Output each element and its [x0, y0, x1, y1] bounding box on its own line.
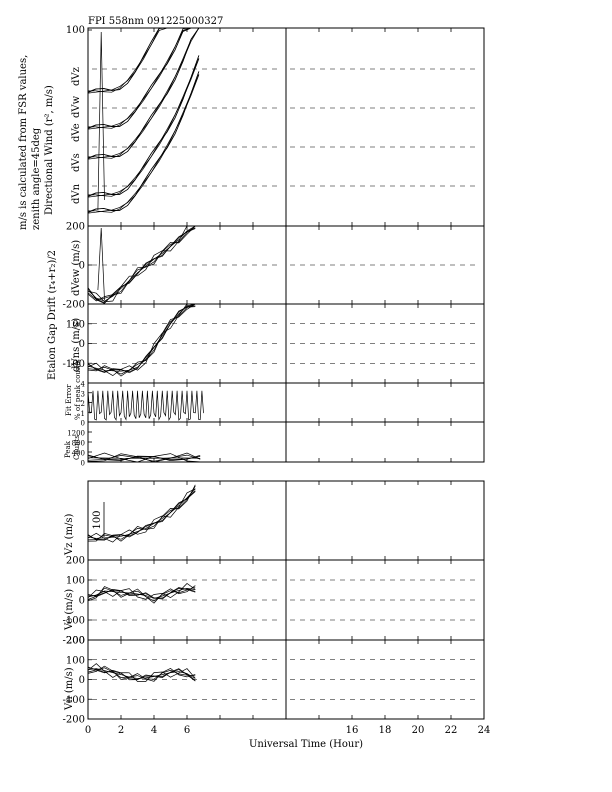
- peak-ylabel: Peak: [64, 440, 72, 458]
- xtick-label-0: 0: [85, 725, 91, 736]
- ytick-label-ve-0: 200: [66, 556, 85, 567]
- figure-title: FPI 558nm 091225000327: [88, 16, 223, 27]
- trace-directional-4-2: [87, 74, 200, 214]
- xtick-label-11: 22: [445, 725, 458, 736]
- trace-vew-4: [87, 225, 196, 302]
- xtick-label-8: 16: [346, 725, 359, 736]
- xtick-label-1: 2: [118, 725, 124, 736]
- xtick-label-12: 24: [478, 725, 491, 736]
- reference-dashes: [92, 68, 480, 700]
- ytick-label-fit-3: 1: [81, 410, 85, 418]
- vz-scale-label: 100: [92, 510, 103, 529]
- trace-directional-3-3: [87, 55, 200, 197]
- ve-ylabel: Ve (m/s): [64, 589, 75, 631]
- dvs-label: dVs: [71, 153, 82, 172]
- ytick-label-vn-3: -100: [63, 695, 85, 706]
- trace-vns-3: [87, 303, 196, 377]
- trace-vn-5: [87, 667, 196, 681]
- trace-ve-5: [87, 588, 196, 599]
- trace-directional-3-1: [88, 58, 200, 197]
- fit-ylabel: Fit Error: [65, 384, 73, 416]
- dvw-label: dVw: [71, 95, 82, 118]
- ytick-label-peak-3: 0: [81, 460, 85, 468]
- trace-peak-4: [87, 452, 201, 463]
- ytick-label-ve-2: 0: [79, 596, 85, 607]
- trace-ve-3: [87, 583, 196, 600]
- ytick-label-fit-1: 3: [81, 390, 85, 398]
- ytick-label-fit-4: 0: [81, 420, 85, 428]
- ytick-label-vns-2: -100: [63, 359, 85, 370]
- ytick-label-peak-2: 400: [72, 450, 85, 458]
- trace-directional-0-3: [87, 27, 199, 93]
- trace-vns-5: [87, 305, 196, 373]
- trace-vz-0: [87, 488, 196, 539]
- xtick-label-10: 20: [412, 725, 425, 736]
- vew-ylabel: dVew (m/s): [71, 240, 82, 296]
- trace-vn-4: [87, 665, 196, 682]
- x-axis-ticks: 0 2 4 6 16 18 20 22 24: [85, 28, 491, 736]
- trace-vz-5: [87, 490, 196, 540]
- ytick-label-vew-0: 200: [66, 222, 85, 233]
- dvz-label: dVz: [71, 67, 82, 86]
- ytick-label-vn-0: 200: [66, 636, 85, 647]
- trace-vz-4: [87, 484, 196, 542]
- trace-directional-1-2: [87, 27, 199, 130]
- ytick-label-ve-3: -100: [63, 616, 85, 627]
- fit-ylabel2: % of peak counts: [74, 359, 82, 420]
- y-axis-ticks: 200 0 -200 100 0 -100 43 2 1 0 1200 800 400 0 200 100 0 -…: [63, 25, 105, 726]
- trace-directional-3-2: [87, 58, 200, 198]
- ytick-label-vns-0: 100: [66, 319, 85, 330]
- xtick-label-9: 18: [379, 725, 392, 736]
- directional-wind-label: Directional Wind (r², m/s): [44, 85, 55, 215]
- trace-vew-spike: [97, 227, 105, 301]
- trace-ve-0: [87, 588, 196, 599]
- trace-ve-4: [87, 585, 196, 604]
- trace-directional-spike: [97, 31, 105, 211]
- trace-directional-2-3: [87, 27, 200, 159]
- trace-directional-1-1: [88, 27, 199, 129]
- trace-fit-error: [87, 390, 204, 422]
- trace-peak-5: [87, 455, 201, 461]
- trace-directional-1-3: [87, 27, 199, 129]
- ytick-label-peak-0: 1200: [67, 430, 85, 438]
- ytick-label-vew-1: 0: [79, 261, 85, 272]
- ytick-label-directional-0: 100: [66, 25, 85, 36]
- ytick-label-vn-1: 100: [66, 655, 85, 666]
- vz-ylabel: Vz (m/s): [64, 513, 75, 556]
- trace-vns-4: [87, 303, 196, 377]
- xtick-label-3: 6: [184, 725, 190, 736]
- trace-peak-0: [87, 457, 201, 459]
- fsr-note-label: m/s is calculated from FSR values,: [18, 55, 29, 230]
- trace-vn-0: [87, 668, 196, 679]
- ytick-label-fit-2: 2: [81, 400, 85, 408]
- ytick-label-ve-4: -200: [63, 636, 85, 647]
- trace-directional-4-3: [87, 71, 200, 213]
- directional-wind-sub-label: zenith angle=45deg: [31, 127, 42, 230]
- ytick-label-vns-1: 0: [79, 339, 85, 350]
- vns-ylabel: dVns (m/s): [71, 318, 82, 372]
- ytick-label-vn-2: 0: [79, 675, 85, 686]
- ytick-label-fit-0: 4: [81, 381, 86, 389]
- ytick-label-vn-4: -200: [63, 715, 85, 726]
- trace-directional-3-0: [87, 55, 200, 197]
- etalon-drift-label: Etalon Gap Drift (r₄+r₂)/2: [47, 250, 58, 380]
- trace-directional-4-1: [88, 74, 200, 213]
- vn-ylabel: Vn (m/s): [64, 667, 75, 711]
- x-axis-label: Universal Time (Hour): [249, 739, 363, 750]
- xtick-label-2: 4: [151, 725, 157, 736]
- trace-directional-2-1: [88, 27, 200, 159]
- panel-frames: [87, 27, 485, 720]
- trace-directional-2-0: [87, 27, 200, 159]
- trace-directional-1-0: [87, 27, 199, 129]
- peak-ylabel2: Counts: [73, 435, 81, 460]
- trace-directional-2-2: [87, 27, 200, 160]
- data-traces: [87, 27, 204, 682]
- ytick-label-vew-2: -200: [63, 300, 85, 311]
- ytick-label-ve-1: 100: [66, 576, 85, 587]
- trace-vew-5: [87, 227, 196, 304]
- dvn-label: dVn: [71, 183, 82, 204]
- dve-label: dVe: [71, 123, 82, 142]
- ytick-label-peak-1: 800: [72, 440, 85, 448]
